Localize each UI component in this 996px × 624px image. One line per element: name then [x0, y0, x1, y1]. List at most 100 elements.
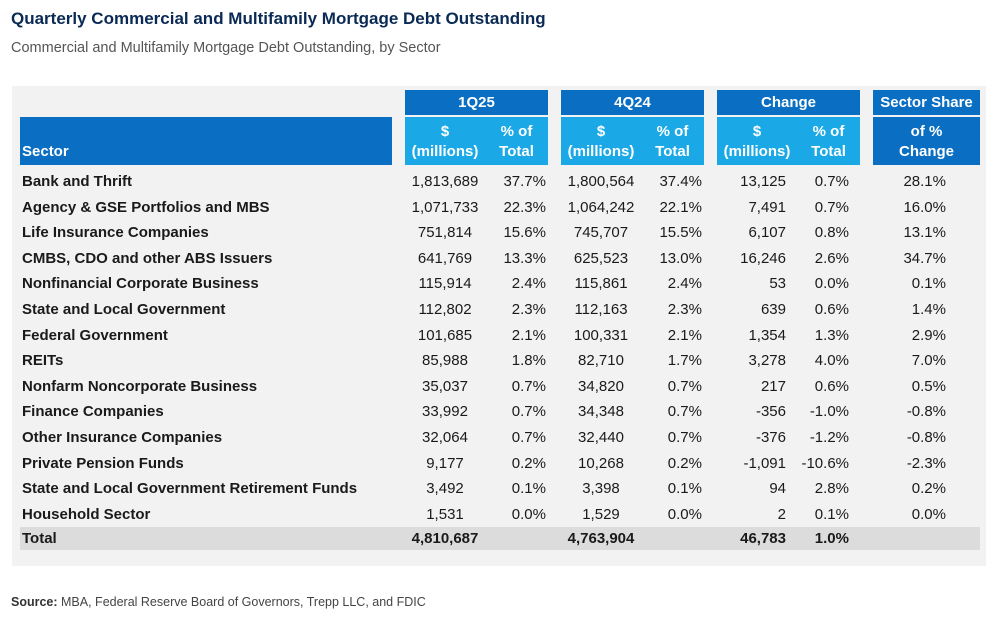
q1-dollars: 3,492 [426, 480, 464, 498]
q4-pct: 2.1% [667, 326, 702, 344]
header-4q24-pct: % of Total [641, 117, 704, 165]
q4-dollars: 100,331 [573, 326, 629, 344]
sector-share: 34.7% [903, 249, 946, 267]
q4-dollars: 625,523 [573, 249, 629, 267]
change-pct: 0.7% [814, 198, 849, 216]
q4-pct: 0.2% [667, 454, 702, 472]
q1-dollars: 9,177 [426, 454, 464, 472]
pct-label: % of [500, 123, 533, 140]
sector-name: CMBS, CDO and other ABS Issuers [22, 249, 273, 267]
source-text: MBA, Federal Reserve Board of Governors,… [57, 595, 426, 609]
q4-dollars: 1,064,242 [567, 198, 635, 216]
sector-share: 0.0% [911, 505, 946, 523]
header-sub-row: Sector $ (millions) % of Total $ (millions) % o… [20, 117, 980, 165]
header-change: Change [717, 90, 860, 115]
change-dollars: 639 [760, 300, 786, 318]
table-panel [12, 86, 986, 566]
sector-name: Finance Companies [22, 403, 164, 421]
change-dollars: -1,091 [743, 454, 786, 472]
dollar-label: $ [440, 123, 450, 140]
sector-share: -0.8% [906, 403, 946, 421]
table-row: State and Local Government Retirement Fu… [20, 476, 980, 502]
q1-pct: 0.7% [511, 403, 546, 421]
change-pct: 2.8% [814, 480, 849, 498]
q1-pct: 2.3% [511, 300, 546, 318]
q4-pct: 2.3% [667, 300, 702, 318]
change-dollars: 94 [769, 480, 786, 498]
header-sector: Sector [20, 117, 392, 165]
source-label: Source: [11, 595, 58, 609]
header-1q25-pct: % of Total [485, 117, 548, 165]
sector-name: Household Sector [22, 505, 151, 523]
q4-dollars: 115,861 [574, 275, 628, 293]
sector-share: 0.2% [911, 480, 946, 498]
table-body: Bank and Thrift 1,813,689 37.7% 1,800,564 37… [20, 169, 980, 551]
change-pct: 0.1% [814, 505, 849, 523]
q1-pct: 0.0% [511, 505, 546, 523]
change-pct: -10.6% [801, 454, 849, 472]
q1-dollars: 115,914 [418, 275, 472, 293]
sector-name: REITs [22, 352, 64, 370]
table-row: Other Insurance Companies 32,064 0.7% 32,44… [20, 425, 980, 451]
table-row: Private Pension Funds 9,177 0.2% 10,268 0.2%… [20, 451, 980, 477]
change-pct: 4.0% [814, 352, 849, 370]
pct-label: % of [812, 123, 845, 140]
change-dollars: 6,107 [748, 224, 786, 242]
q1-pct: 0.7% [511, 428, 546, 446]
q4-pct: 15.5% [659, 224, 702, 242]
header-4q24: 4Q24 [561, 90, 704, 115]
header-4q24-dollars: $ (millions) [561, 117, 641, 165]
q4-pct: 13.0% [659, 249, 702, 267]
change-pct: 2.6% [814, 249, 849, 267]
table-row: CMBS, CDO and other ABS Issuers 641,769 13… [20, 246, 980, 272]
header-change-pct: % of Total [797, 117, 860, 165]
sector-name: Nonfinancial Corporate Business [22, 275, 259, 293]
table-row: Nonfarm Noncorporate Business 35,037 0.7% 3… [20, 374, 980, 400]
change-dollars: 217 [760, 377, 786, 395]
total-label: Total [811, 143, 846, 160]
page-title: Quarterly Commercial and Multifamily Mor… [11, 9, 546, 28]
q1-dollars: 101,685 [417, 326, 473, 344]
sector-share: 0.5% [911, 377, 946, 395]
change-pct: 0.6% [814, 377, 849, 395]
q4-dollars: 34,820 [578, 377, 624, 395]
q1-pct: 0.2% [511, 454, 546, 472]
q1-dollars: 35,037 [422, 377, 468, 395]
sector-share: 2.9% [911, 326, 946, 344]
sector-share: -0.8% [906, 428, 946, 446]
q1-dollars: 641,769 [417, 249, 473, 267]
sector-name: State and Local Government Retirement Fu… [22, 480, 358, 498]
q4-dollars: 1,800,564 [567, 173, 635, 190]
change-dollars: -376 [755, 428, 786, 446]
sector-name: Bank and Thrift [22, 173, 133, 190]
q1-dollars: 4,810,687 [411, 530, 479, 548]
table-row: Household Sector 1,531 0.0% 1,529 0.0% 2 0.1% 0… [20, 502, 980, 528]
q1-dollars: 85,988 [422, 352, 468, 370]
table-row: REITs 85,988 1.8% 82,710 1.7% 3,278 4.0% 7.0% [20, 348, 980, 374]
sector-name: Total [22, 530, 57, 548]
q1-dollars: 1,531 [426, 505, 464, 523]
header-group-row: 1Q25 4Q24 Change Sector Share [20, 90, 980, 115]
table-row: Nonfinancial Corporate Business 115,914 2.… [20, 271, 980, 297]
q1-pct: 0.7% [511, 377, 546, 395]
change-dollars: 7,491 [748, 198, 786, 216]
q4-dollars: 10,268 [578, 454, 624, 472]
change-pct: 1.0% [814, 530, 849, 548]
dollar-label: $ [596, 123, 606, 140]
q4-pct: 0.1% [667, 480, 702, 498]
millions-label: (millions) [723, 143, 791, 160]
sector-name: Federal Government [22, 326, 168, 344]
q4-pct: 22.1% [659, 198, 702, 216]
q1-pct: 13.3% [503, 249, 546, 267]
header-1q25-dollars: $ (millions) [405, 117, 485, 165]
q4-pct: 2.4% [667, 275, 702, 293]
q4-dollars: 82,710 [578, 352, 624, 370]
millions-label: (millions) [567, 143, 635, 160]
q4-dollars: 4,763,904 [567, 530, 635, 548]
change-dollars: 2 [777, 505, 786, 523]
q4-dollars: 32,440 [578, 428, 624, 446]
change-dollars: 13,125 [740, 173, 786, 190]
change-pct: -1.2% [809, 428, 849, 446]
q4-pct: 0.0% [667, 505, 702, 523]
page-subtitle: Commercial and Multifamily Mortgage Debt… [11, 40, 441, 56]
